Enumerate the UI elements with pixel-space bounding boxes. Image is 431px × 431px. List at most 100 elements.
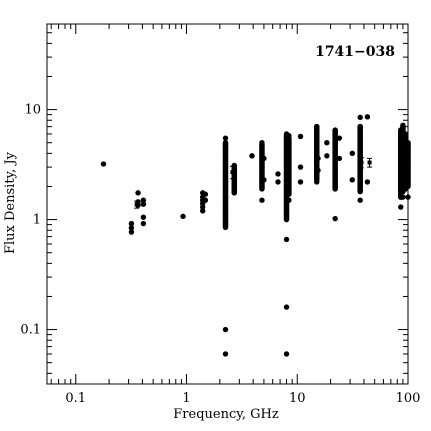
x-tick-label: 100 — [396, 391, 421, 406]
data-point — [336, 135, 343, 141]
data-point — [259, 150, 265, 157]
data-point — [283, 150, 290, 157]
data-point — [357, 123, 363, 130]
data-point — [332, 167, 338, 174]
data-point — [261, 177, 267, 183]
data-point — [332, 127, 338, 133]
data-point — [202, 191, 209, 197]
y-tick-label: 0.1 — [20, 323, 41, 338]
data-point — [222, 194, 229, 200]
data-point — [286, 132, 292, 139]
data-point — [283, 191, 290, 197]
data-point — [283, 351, 290, 357]
data-point — [332, 140, 338, 146]
axis-ticks: 0.1 1 10 100 0.1 1 10 — [20, 23, 421, 406]
data-point — [222, 219, 229, 225]
data-point — [180, 213, 186, 220]
data-marks — [100, 114, 411, 357]
data-point-with-error — [134, 202, 139, 207]
data-point — [231, 188, 237, 195]
data-point — [357, 135, 363, 141]
data-point — [231, 183, 237, 190]
data-point — [402, 131, 409, 137]
data-point — [314, 179, 320, 185]
data-point — [402, 140, 409, 146]
data-point — [357, 179, 363, 185]
data-point — [297, 133, 304, 140]
data-point — [283, 204, 290, 210]
data-point — [128, 225, 135, 231]
y-axis-label: Flux Density, Jy — [3, 151, 18, 254]
data-point — [297, 179, 304, 185]
y-tick-label: 10 — [24, 103, 41, 118]
data-point — [400, 122, 406, 128]
data-point — [259, 197, 265, 203]
data-point — [314, 150, 320, 157]
data-point — [275, 171, 281, 177]
data-point — [400, 194, 406, 200]
data-point — [332, 153, 338, 159]
data-point — [315, 167, 321, 174]
data-point — [128, 220, 135, 227]
data-point — [140, 201, 147, 207]
data-point — [402, 167, 409, 174]
data-point — [283, 304, 290, 310]
data-point — [400, 177, 406, 183]
data-point — [222, 148, 229, 154]
data-point — [297, 164, 304, 170]
data-point — [357, 164, 363, 170]
data-point — [135, 190, 141, 196]
x-tick-label: 10 — [289, 391, 306, 406]
plot-border — [46, 23, 409, 385]
data-point — [140, 197, 147, 203]
data-point — [398, 183, 404, 190]
x-tick-label: 1 — [182, 391, 190, 406]
data-point — [364, 179, 371, 185]
data-point — [405, 143, 411, 150]
data-point — [199, 208, 206, 214]
data-point — [199, 204, 206, 210]
data-point-with-error — [230, 170, 235, 175]
data-point — [405, 175, 411, 181]
data-point — [275, 179, 281, 185]
data-point — [140, 214, 147, 220]
data-point — [286, 197, 292, 203]
x-tick-label: 0.1 — [65, 391, 86, 406]
data-point — [283, 177, 290, 183]
data-point-with-error — [359, 160, 364, 165]
data-point — [283, 236, 290, 243]
data-point — [324, 140, 330, 146]
y-tick-label: 1 — [33, 213, 41, 228]
data-point — [357, 148, 363, 154]
data-point — [402, 186, 409, 192]
data-point — [349, 150, 355, 157]
data-point — [405, 194, 411, 200]
data-point — [286, 161, 292, 167]
data-point — [332, 215, 338, 222]
data-point — [405, 158, 411, 164]
data-point — [349, 177, 355, 183]
data-point — [140, 220, 147, 227]
data-point — [336, 155, 343, 162]
data-point — [402, 153, 409, 159]
plot-frame — [46, 23, 409, 385]
data-point — [364, 114, 371, 120]
x-axis-label: Frequency, GHz — [173, 407, 279, 422]
data-point — [398, 204, 404, 210]
data-point — [261, 155, 267, 162]
data-point — [332, 183, 338, 190]
source-label: 1741−038 — [315, 44, 395, 60]
data-point — [259, 140, 265, 146]
data-point — [222, 351, 229, 357]
data-point — [222, 326, 229, 333]
data-point — [398, 171, 404, 177]
data-point — [357, 197, 363, 203]
data-point — [222, 135, 229, 141]
data-point — [315, 155, 321, 162]
data-point — [259, 164, 265, 170]
data-point — [249, 153, 255, 159]
data-point — [222, 164, 229, 170]
data-point — [324, 153, 330, 159]
data-point — [283, 140, 290, 146]
